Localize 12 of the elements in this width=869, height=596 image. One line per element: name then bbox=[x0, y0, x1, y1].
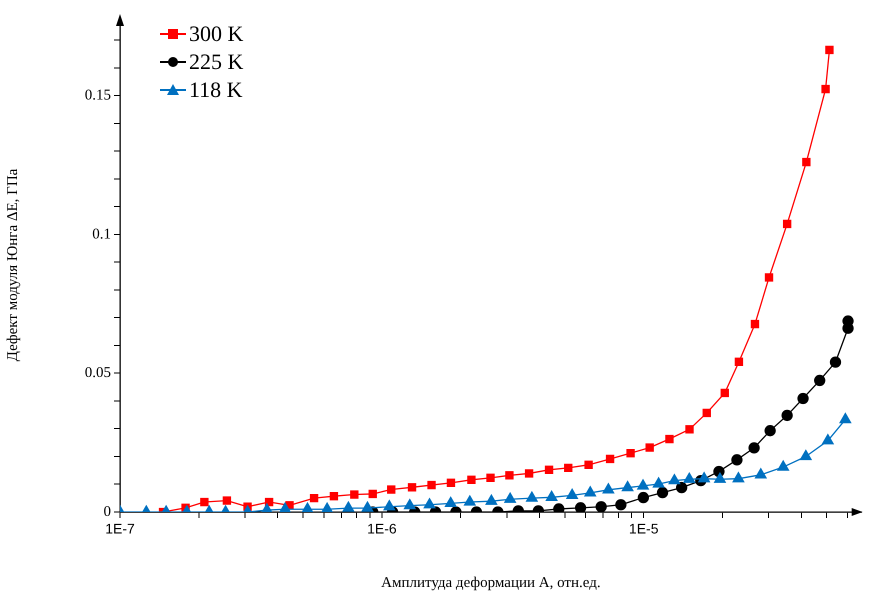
y-axis-title: Дефект модуля Юнга ΔE, ГПа bbox=[4, 168, 21, 362]
y-tick-label: 0.15 bbox=[84, 88, 111, 104]
legend-label: 300 K bbox=[189, 20, 244, 48]
x-axis-title: Амплитуда деформации A, отн.ед. bbox=[381, 574, 601, 591]
y-tick-label: 0.05 bbox=[84, 365, 111, 382]
x-tick-label: 1E-5 bbox=[628, 520, 659, 536]
legend-label: 225 K bbox=[189, 48, 244, 76]
y-tick-label: 0.1 bbox=[92, 226, 111, 242]
x-tick-label: 1E-7 bbox=[105, 520, 135, 536]
legend-label: 118 K bbox=[189, 76, 243, 104]
y-tick-label: 0 bbox=[104, 504, 111, 520]
x-tick-label: 1E-6 bbox=[367, 520, 397, 536]
